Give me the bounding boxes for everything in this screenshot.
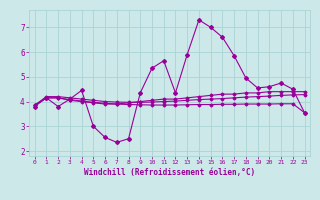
X-axis label: Windchill (Refroidissement éolien,°C): Windchill (Refroidissement éolien,°C)	[84, 168, 255, 177]
